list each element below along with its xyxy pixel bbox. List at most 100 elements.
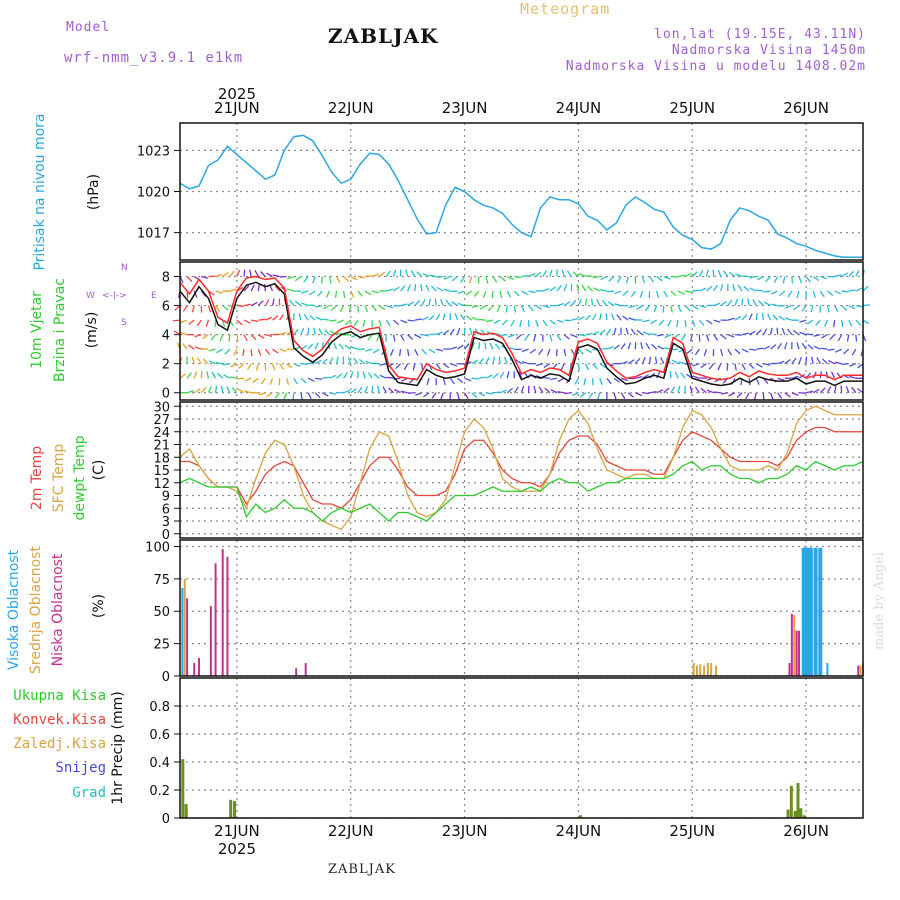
wind-arrow [656, 333, 664, 337]
wind-arrow [641, 357, 646, 364]
wind-arrow [834, 274, 842, 278]
temp2m-label: 2m Temp [29, 446, 45, 510]
wind-arrow [805, 390, 814, 394]
wind-arrow [550, 377, 558, 381]
wind-arrow [538, 348, 544, 356]
wind-arrow [784, 392, 791, 398]
cloud-bar [221, 549, 224, 676]
wind-arrow [338, 343, 345, 350]
wind-arrow [606, 377, 612, 385]
wind-arrow [449, 328, 455, 336]
day-label-top: 22JUN [328, 99, 374, 117]
wind-arrow [329, 319, 337, 322]
cloud-bar [295, 668, 298, 676]
pressure-label: Pritisak na nivou mora [32, 113, 48, 270]
temp-unit: (C) [91, 460, 107, 481]
wind-arrow [563, 334, 570, 340]
wind-arrow [793, 305, 800, 311]
wind-arrow [378, 271, 386, 278]
wind-arrow [201, 275, 209, 279]
wind-arrow [660, 357, 665, 364]
wind-arrow [499, 389, 507, 394]
wind-arrow [202, 358, 209, 365]
wind-arrow [493, 319, 501, 324]
wind-arrow [762, 328, 768, 335]
wind-arrow [350, 388, 357, 394]
wind-arrow [423, 392, 430, 398]
wind-arrow [791, 375, 799, 379]
wind-arrow [757, 300, 764, 307]
wind-arrow [348, 305, 352, 313]
wind-arrow [428, 298, 431, 306]
wind-arrow [303, 313, 309, 321]
wind-arrow [796, 342, 800, 350]
wind-arrow [741, 298, 744, 306]
wind-arrow [492, 372, 499, 379]
wind-arrow [485, 276, 489, 284]
wind-arrow [691, 271, 698, 277]
wind-arrow [849, 363, 857, 367]
wind-arrow [848, 289, 856, 292]
wind-arrow [186, 276, 193, 283]
wind-arrow [510, 319, 515, 327]
wind-unit: (m/s) [84, 312, 100, 349]
precip-bar [799, 808, 803, 818]
cloud-bar [181, 587, 184, 676]
panel-frame [179, 677, 864, 819]
wind-arrow [329, 374, 337, 379]
wind-arrow [307, 392, 312, 400]
wind-arrow [252, 377, 259, 384]
wind-arrow [694, 386, 700, 394]
wind-arrow [634, 357, 641, 365]
wind-arrow [734, 363, 737, 371]
wind-arrow [748, 363, 755, 370]
wind-arrow [657, 345, 665, 350]
wind-arrow [485, 374, 493, 379]
wind-arrow [335, 276, 341, 283]
wind-arrow [663, 275, 671, 280]
wind-arrow [613, 377, 621, 383]
wind-arrow [524, 334, 530, 341]
wind-arrow [588, 392, 594, 399]
wind-arrow [520, 305, 525, 313]
wind-arrow [576, 284, 580, 292]
wind-arrow [357, 305, 360, 313]
wind-arrow [505, 305, 508, 313]
wind-arrow [364, 275, 373, 278]
wind-arrow [307, 343, 314, 350]
wind-arrow [606, 346, 614, 350]
wind-arrow [663, 290, 668, 298]
wind-arrow [186, 390, 195, 394]
wind-arrow [435, 363, 441, 370]
wind-arrow [243, 319, 251, 324]
cloud-bar [699, 664, 702, 676]
wind-arrow [533, 334, 537, 342]
wind-arrow [222, 319, 226, 328]
wind-arrow [521, 274, 529, 278]
wind-arrow [855, 287, 863, 292]
wind-arrow [680, 372, 686, 379]
wind-arrow [487, 305, 494, 312]
wind-arrow [830, 371, 836, 379]
wind-barbs [172, 269, 871, 400]
cloud-bar [808, 547, 813, 676]
wind-arrow [313, 327, 316, 335]
cloud-bar [714, 665, 717, 676]
wind-arrow [777, 377, 785, 381]
wind-arrow [773, 276, 779, 284]
wind-arrow [761, 313, 765, 321]
wind-arrow [560, 363, 565, 371]
wind-arrow [798, 356, 803, 364]
y-tick-label: 6 [162, 300, 170, 315]
wind-arrow [720, 300, 727, 307]
wind-arrow [535, 363, 544, 367]
wind-arrow [442, 329, 450, 336]
wind-arrow [848, 319, 853, 327]
wind-arrow [271, 298, 275, 306]
compass-symbol: <-|-> [102, 291, 127, 301]
wind-arrow [529, 348, 537, 354]
wind-arrow [506, 387, 514, 394]
wind-arrow [779, 290, 786, 297]
wind-arrow [260, 377, 266, 385]
wind-arrow [223, 374, 231, 379]
